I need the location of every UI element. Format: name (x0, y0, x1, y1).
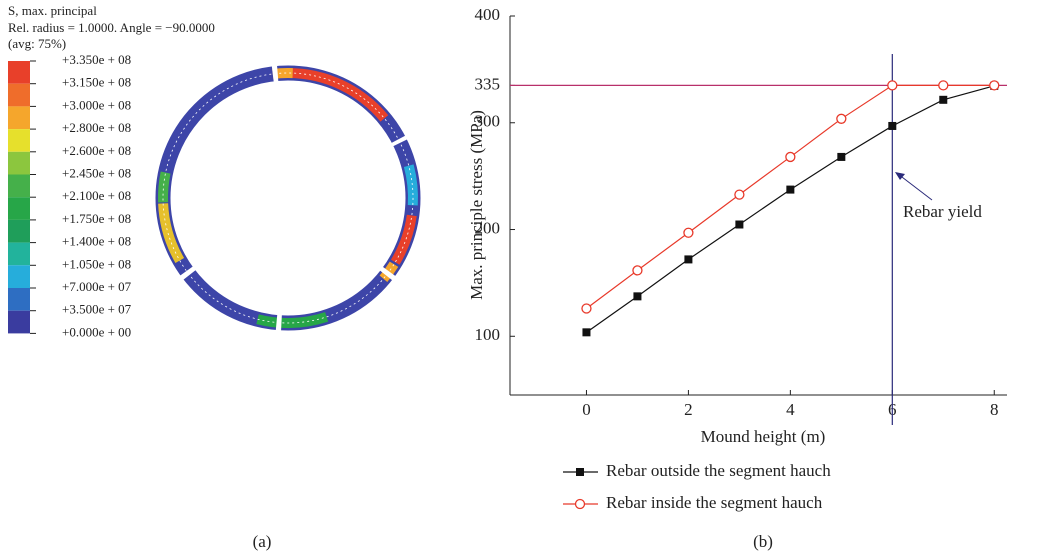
legend-label: +3.350e + 08 (62, 52, 131, 67)
marker (633, 266, 642, 275)
ring-contour (113, 23, 464, 374)
legend-label: Rebar inside the segment hauch (606, 493, 823, 512)
legend-label: +2.600e + 08 (62, 143, 131, 158)
annotation: Rebar yield (903, 202, 982, 221)
figure: S, max. principal Rel. radius = 1.0000. … (0, 0, 1038, 559)
marker (735, 221, 743, 229)
marker (735, 190, 744, 199)
marker (582, 304, 591, 313)
contour-subtitle: (avg: 75%) (8, 36, 66, 51)
legend-label: +7.000e + 07 (62, 279, 132, 294)
color-swatch (8, 106, 30, 129)
ring-gap (149, 59, 428, 338)
color-swatch (8, 175, 30, 198)
marker (684, 255, 692, 263)
color-swatch (8, 61, 30, 84)
ring-hot (147, 57, 429, 339)
annotation-arrow (898, 174, 932, 200)
marker (786, 186, 794, 194)
y-tick-label: 300 (475, 112, 501, 131)
y-axis-label: Max. principle stress (MPa) (467, 110, 486, 300)
color-swatch (8, 243, 30, 266)
color-swatch (8, 152, 30, 175)
marker (990, 81, 999, 90)
marker (633, 292, 641, 300)
color-swatch (8, 265, 30, 288)
y-tick-label: 400 (475, 5, 501, 24)
legend-label: +3.000e + 08 (62, 97, 131, 112)
marker (837, 114, 846, 123)
y-tick-label: 335 (475, 74, 501, 93)
marker (582, 328, 590, 336)
color-swatch (8, 288, 30, 311)
marker (786, 152, 795, 161)
marker (837, 153, 845, 161)
legend-label: +1.400e + 08 (62, 234, 131, 249)
marker (576, 468, 584, 476)
x-tick-label: 2 (684, 400, 693, 419)
legend-label: +2.100e + 08 (62, 188, 131, 203)
marker (888, 122, 896, 130)
legend-label: +2.800e + 08 (62, 120, 131, 135)
series-line (586, 85, 994, 308)
legend-label: +3.150e + 08 (62, 75, 131, 90)
marker (939, 81, 948, 90)
marker (888, 81, 897, 90)
legend-label: +2.450e + 08 (62, 165, 131, 180)
legend-label: Rebar outside the segment hauch (606, 461, 831, 480)
color-swatch (8, 220, 30, 243)
marker (576, 500, 585, 509)
x-tick-label: 8 (990, 400, 999, 419)
marker (939, 96, 947, 104)
ring-warm (149, 59, 428, 338)
legend-label: +3.500e + 07 (62, 302, 132, 317)
legend-label: +1.750e + 08 (62, 211, 131, 226)
ring-cool (135, 45, 441, 351)
y-tick-label: 100 (475, 325, 501, 344)
x-axis-label: Mound height (m) (701, 427, 826, 446)
legend-label: +0.000e + 00 (62, 324, 131, 339)
x-tick-label: 4 (786, 400, 795, 419)
color-swatch (8, 311, 30, 334)
x-tick-label: 0 (582, 400, 591, 419)
contour-title: S, max. principal (8, 3, 97, 18)
caption: (a) (253, 532, 272, 551)
color-swatch (8, 129, 30, 152)
ring-green (130, 40, 445, 355)
y-tick-label: 200 (475, 218, 501, 237)
legend-label: +1.050e + 08 (62, 256, 131, 271)
marker (684, 228, 693, 237)
caption: (b) (753, 532, 773, 551)
color-swatch (8, 84, 30, 107)
color-swatch (8, 197, 30, 220)
contour-subtitle: Rel. radius = 1.0000. Angle = −90.0000 (8, 20, 215, 35)
